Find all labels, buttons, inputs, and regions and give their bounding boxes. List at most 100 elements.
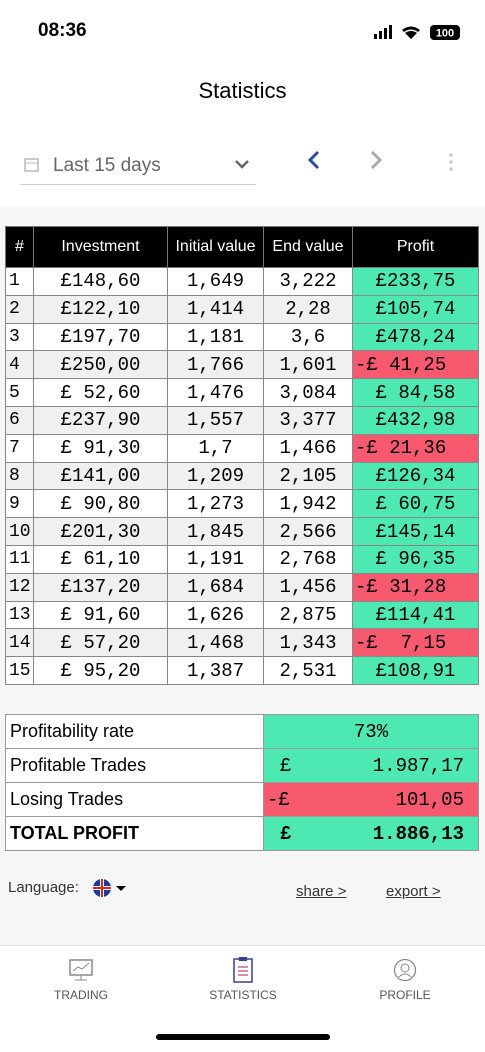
trade-row: 1 £148,60 1,649 3,222 £233,75 — [5, 267, 479, 296]
summary-value: £1.886,13 — [263, 816, 479, 851]
battery-level: 100 — [436, 28, 454, 40]
profit-cell: £108,91 — [352, 656, 479, 685]
profit-cell: -£ 7,15 — [352, 628, 479, 658]
table-cell: 2,768 — [263, 544, 353, 574]
profile-icon[interactable] — [393, 958, 417, 982]
table-cell: 1,209 — [167, 461, 264, 491]
language-flag[interactable] — [92, 878, 128, 898]
table-cell: 15 — [5, 656, 34, 685]
summary-label: TOTAL PROFIT — [5, 816, 264, 851]
tab-profile[interactable]: PROFILE — [379, 988, 431, 1002]
tab-statistics[interactable]: STATISTICS — [209, 988, 277, 1002]
profit-cell: £233,75 — [352, 267, 479, 296]
column-header: Profit — [352, 226, 479, 268]
summary-value: -£ 101,05 — [263, 782, 479, 817]
table-cell: 5 — [5, 378, 34, 407]
summary-currency: £ — [280, 823, 292, 845]
table-cell: 1 — [5, 267, 34, 296]
table-cell: £122,10 — [33, 294, 168, 324]
status-time: 08:36 — [38, 20, 87, 41]
summary-value: 73% — [263, 714, 479, 749]
summary-number: 1.886,13 — [372, 823, 464, 845]
table-cell: £201,30 — [33, 517, 168, 546]
summary-label: Profitability rate — [5, 714, 264, 749]
summary-row: Profitable Trades £1.987,17 — [5, 748, 479, 783]
table-cell: 1,181 — [167, 322, 264, 352]
table-cell: 10 — [5, 517, 34, 546]
table-cell: 4 — [5, 350, 34, 380]
prev-button[interactable] — [306, 150, 322, 170]
home-indicator — [156, 1034, 330, 1040]
table-cell: 7 — [5, 433, 34, 463]
table-cell: £137,20 — [33, 572, 168, 602]
summary-label: Profitable Trades — [5, 748, 264, 783]
column-header: # — [5, 226, 34, 268]
column-header: Initial value — [167, 226, 264, 268]
table-cell: 1,414 — [167, 294, 264, 324]
share-link[interactable]: share > — [296, 883, 347, 900]
profit-cell: £ 84,58 — [352, 378, 479, 407]
table-cell: £237,90 — [33, 405, 168, 435]
dropdown-icon[interactable] — [234, 158, 250, 170]
table-cell: 1,766 — [167, 350, 264, 380]
trade-row: 7 £ 91,30 1,7 1,466 -£ 21,36 — [5, 433, 479, 463]
period-select[interactable]: Last 15 days — [53, 155, 161, 176]
tab-trading[interactable]: TRADING — [54, 988, 108, 1002]
table-cell: 1,476 — [167, 378, 264, 407]
table-cell: 2 — [5, 294, 34, 324]
table-cell: 2,566 — [263, 517, 353, 546]
table-cell: £141,00 — [33, 461, 168, 491]
summary-table: Profitability rate 73% Profitable Trades £1… — [5, 714, 479, 851]
trade-row: 12 £137,20 1,684 1,456 -£ 31,28 — [5, 572, 479, 602]
export-link[interactable]: export > — [386, 883, 441, 900]
trade-row: 6 £237,90 1,557 3,377 £432,98 — [5, 405, 479, 435]
summary-currency: -£ — [267, 789, 290, 811]
statistics-icon[interactable] — [232, 956, 254, 984]
summary-label: Losing Trades — [5, 782, 264, 817]
column-header: End value — [263, 226, 353, 268]
table-cell: 9 — [5, 489, 34, 519]
profit-cell: -£ 41,25 — [352, 350, 479, 380]
trades-table: # Investment Initial value End value Profit … — [5, 226, 479, 685]
table-cell: 1,7 — [167, 433, 264, 463]
trading-icon[interactable] — [68, 958, 94, 982]
profit-cell: £432,98 — [352, 405, 479, 435]
summary-row: Profitability rate 73% — [5, 714, 479, 749]
table-cell: 1,649 — [167, 267, 264, 296]
table-cell: 1,466 — [263, 433, 353, 463]
table-cell: £ 95,20 — [33, 656, 168, 685]
table-cell: £ 52,60 — [33, 378, 168, 407]
page-title: Statistics — [198, 78, 287, 103]
trade-row: 5 £ 52,60 1,476 3,084 £ 84,58 — [5, 378, 479, 407]
table-cell: 8 — [5, 461, 34, 491]
table-cell: £ 91,60 — [33, 600, 168, 630]
summary-value: £1.987,17 — [263, 748, 479, 783]
profit-cell: £114,41 — [352, 600, 479, 630]
table-cell: 1,845 — [167, 517, 264, 546]
table-cell: 12 — [5, 572, 34, 602]
summary-number: 1.987,17 — [372, 755, 464, 777]
column-header: Investment — [33, 226, 168, 268]
table-cell: 1,601 — [263, 350, 353, 380]
table-cell: £ 57,20 — [33, 628, 168, 658]
trade-row: 4 £250,00 1,766 1,601 -£ 41,25 — [5, 350, 479, 380]
table-cell: £197,70 — [33, 322, 168, 352]
status-icons: 100 — [374, 25, 460, 40]
profit-cell: £145,14 — [352, 517, 479, 546]
table-cell: 1,343 — [263, 628, 353, 658]
trade-row: 13 £ 91,60 1,626 2,875 £114,41 — [5, 600, 479, 630]
table-cell: 2,875 — [263, 600, 353, 630]
trade-row: 10 £201,30 1,845 2,566 £145,14 — [5, 517, 479, 546]
table-cell: £148,60 — [33, 267, 168, 296]
table-cell: 3,377 — [263, 405, 353, 435]
next-button[interactable] — [368, 150, 384, 170]
more-button[interactable] — [447, 152, 455, 172]
summary-currency: £ — [280, 755, 292, 777]
table-cell: 1,684 — [167, 572, 264, 602]
trade-row: 14 £ 57,20 1,468 1,343 -£ 7,15 — [5, 628, 479, 658]
table-cell: 11 — [5, 544, 34, 574]
profit-cell: £126,34 — [352, 461, 479, 491]
summary-number: 73% — [353, 720, 389, 743]
table-cell: 1,387 — [167, 656, 264, 685]
